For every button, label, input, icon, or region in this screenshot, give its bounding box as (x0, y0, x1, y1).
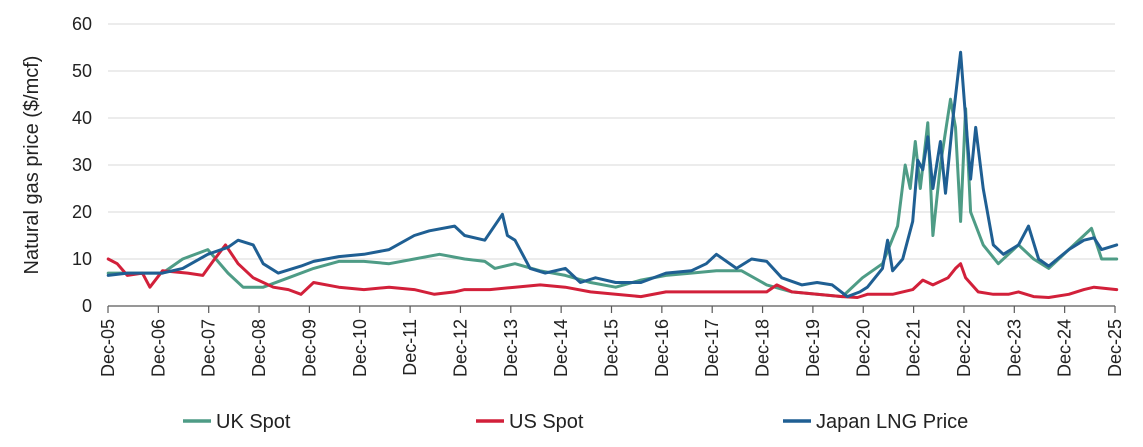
x-tick-label: Dec-05 (98, 319, 118, 377)
x-tick-label: Dec-13 (501, 319, 521, 377)
x-tick-label: Dec-25 (1105, 319, 1125, 377)
legend: UK Spot US Spot Japan LNG Price (183, 411, 968, 433)
x-tick-label: Dec-21 (904, 319, 924, 377)
legend-label-uk-spot: UK Spot (216, 411, 291, 433)
x-tick-label: Dec-19 (803, 319, 823, 377)
x-tick-label: Dec-09 (299, 319, 319, 377)
x-tick-label: Dec-24 (1055, 319, 1075, 377)
x-tick-label: Dec-22 (954, 319, 974, 377)
legend-label-us-spot: US Spot (509, 411, 584, 433)
x-tick-label: Dec-06 (148, 319, 168, 377)
series-line-us-spot (106, 243, 1119, 299)
series-lines (106, 50, 1119, 299)
x-tick-label: Dec-18 (753, 319, 773, 377)
x-tick-label: Dec-11 (400, 319, 420, 376)
x-tick-label: Dec-10 (350, 319, 370, 377)
y-tick-label: 60 (72, 14, 92, 34)
y-axis-title: Natural gas price ($/mcf) (21, 56, 43, 275)
x-axis: Dec-05 Dec-06 Dec-07 Dec-08 Dec-09 Dec-10 Dec-… (98, 305, 1125, 377)
x-tick-label: Dec-16 (652, 319, 672, 377)
x-tick-label: Dec-08 (249, 319, 269, 377)
series-line-japan-lng-price (106, 50, 1119, 299)
y-tick-label: 20 (72, 202, 92, 222)
x-tick-label: Dec-20 (853, 319, 873, 377)
y-axis-ticks: 0 10 20 30 40 50 60 (72, 14, 92, 316)
x-tick-label: Dec-23 (1004, 319, 1024, 377)
x-tick-label: Dec-07 (199, 319, 219, 377)
x-tick-label: Dec-12 (450, 319, 470, 377)
y-tick-label: 50 (72, 61, 92, 81)
x-tick-label: Dec-17 (702, 319, 722, 377)
x-tick-label: Dec-15 (602, 319, 622, 377)
y-tick-label: 30 (72, 155, 92, 175)
y-tick-label: 0 (82, 296, 92, 316)
legend-label-japan-lng-price: Japan LNG Price (816, 411, 968, 433)
y-tick-label: 10 (72, 249, 92, 269)
series-line-uk-spot (106, 97, 1119, 299)
y-tick-label: 40 (72, 108, 92, 128)
x-tick-label: Dec-14 (551, 319, 571, 377)
gridlines (108, 23, 1115, 260)
